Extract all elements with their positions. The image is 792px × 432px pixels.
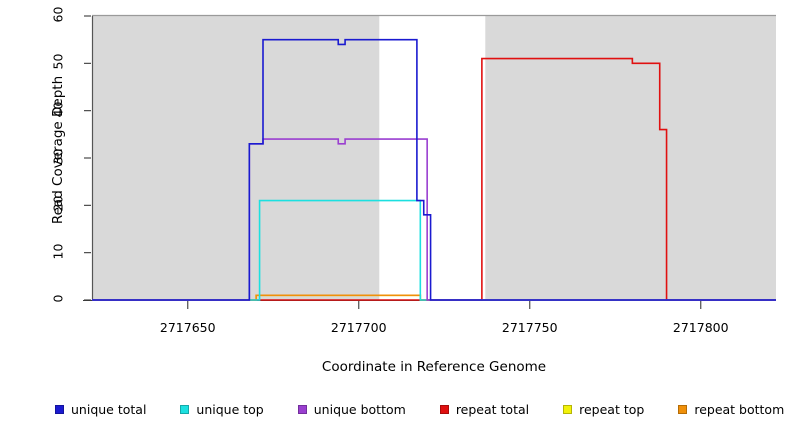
legend-label: repeat top <box>579 401 645 417</box>
legend-label: unique total <box>71 401 147 417</box>
legend-item-unique-total[interactable]: unique total <box>55 402 146 417</box>
series-unique-total <box>92 38 776 301</box>
legend-item-repeat-total[interactable]: repeat total <box>439 401 530 417</box>
legend-label: unique bottom <box>313 401 406 417</box>
legend-item-unique-top[interactable]: unique top <box>180 401 264 417</box>
repeat-region-left <box>92 16 380 300</box>
legend-label: repeat bottom <box>694 401 785 417</box>
x-axis-title: Coordinate in Reference Genome <box>321 359 547 375</box>
series-repeat-total <box>92 57 776 301</box>
legend-item-unique-bottom[interactable]: unique bottom <box>297 401 406 417</box>
x-tick-label: 2717650 <box>159 320 216 335</box>
square-swatch <box>297 404 307 414</box>
legend-label: unique top <box>196 401 264 417</box>
legend-item-repeat-bottom[interactable]: repeat bottom <box>678 402 784 417</box>
square-swatch <box>563 404 573 414</box>
repeat-region-right <box>485 16 776 300</box>
x-tick-label: 2717700 <box>330 320 387 335</box>
square-swatch <box>439 404 449 414</box>
legend-label: repeat total <box>455 401 530 417</box>
square-swatch <box>55 404 64 414</box>
square-swatch <box>678 404 688 414</box>
legend-item-repeat-top[interactable]: repeat top <box>563 402 644 417</box>
x-tick-label: 2717800 <box>672 320 729 335</box>
square-swatch <box>180 404 190 414</box>
chart-legend: unique total unique top unique bottom repea… <box>0 398 792 420</box>
x-tick-label: 2717750 <box>501 320 558 335</box>
